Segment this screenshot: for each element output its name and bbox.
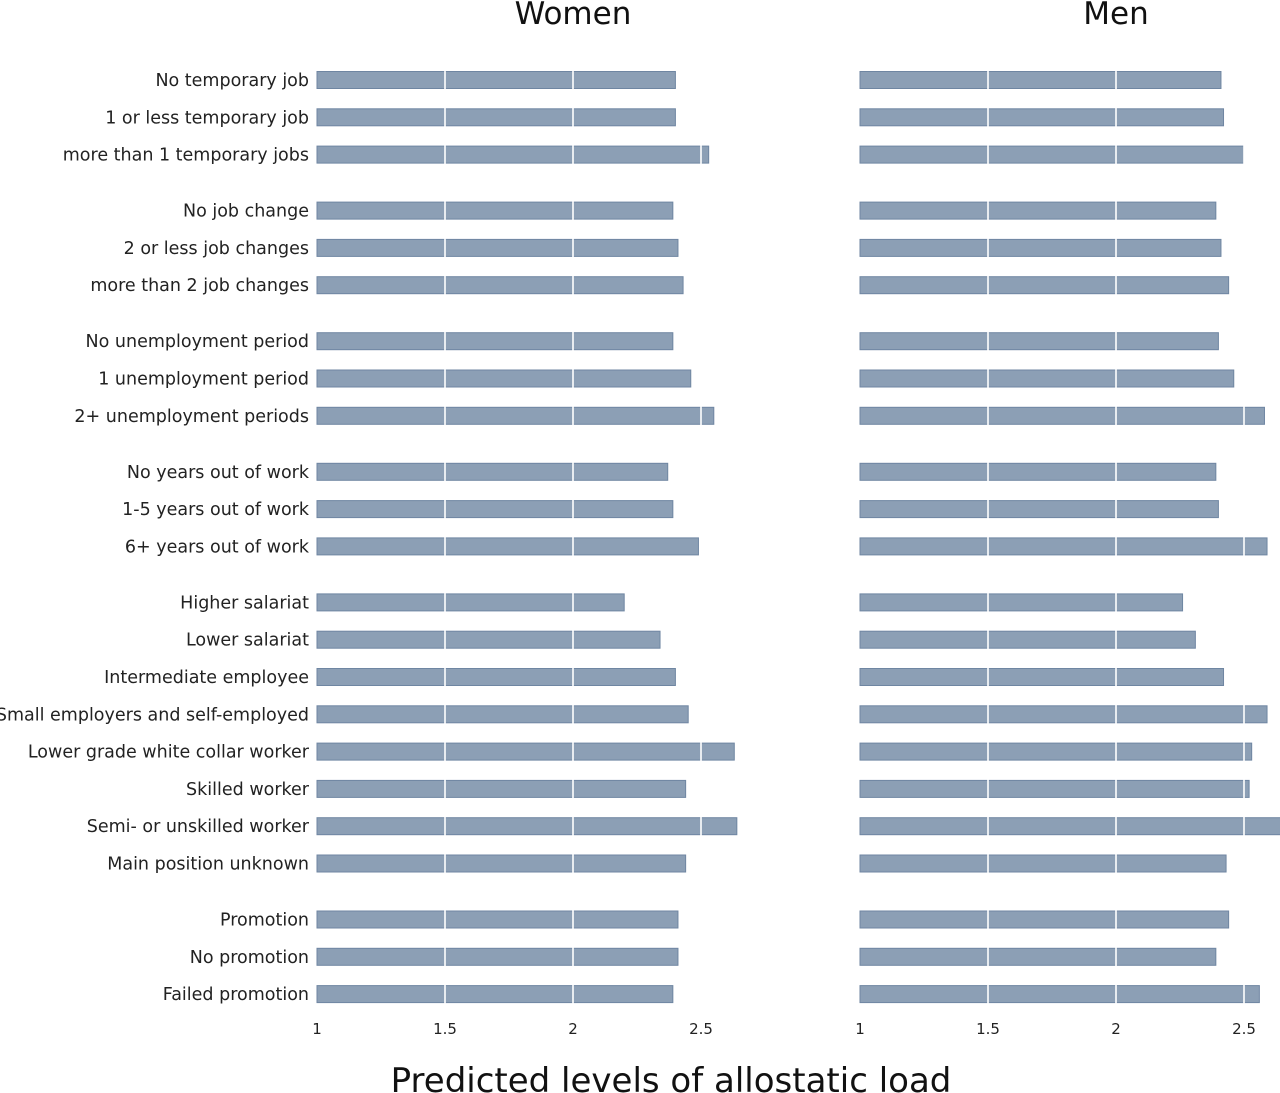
row-label: more than 2 job changes (90, 276, 309, 296)
row-label: 2 or less job changes (124, 239, 309, 259)
women-bar (316, 108, 676, 127)
women-x-ticks: 1 1.5 2 2.5 (312, 1020, 713, 1038)
men-bar (859, 108, 1225, 127)
row-label: 1-5 years out of work (122, 500, 310, 520)
men-panel: Men 1 1.5 2 2.5 (855, 0, 1280, 1038)
women-bar (316, 779, 687, 798)
women-tick-label: 2 (568, 1020, 578, 1038)
women-bar (316, 817, 738, 836)
women-tick-label: 2.5 (689, 1020, 713, 1038)
row-label: Small employers and self-employed (0, 705, 309, 725)
women-panel: Women 1 1.5 2 2.5 (312, 0, 738, 1038)
women-bar (316, 742, 735, 761)
women-gridlines (444, 69, 702, 1005)
men-gridlines (987, 69, 1245, 1005)
row-label: Higher salariat (180, 593, 309, 613)
men-tick-label: 1 (855, 1020, 865, 1038)
women-bar (316, 947, 679, 966)
row-labels: No temporary job 1 or less temporary job m… (0, 71, 310, 1005)
men-tick-label: 1.5 (976, 1020, 1000, 1038)
women-bar (316, 630, 661, 649)
women-bar (316, 854, 687, 873)
men-bar (859, 238, 1222, 257)
women-bar (316, 910, 679, 929)
men-bar (859, 630, 1196, 649)
men-bar (859, 462, 1217, 481)
men-bar (859, 668, 1225, 686)
row-label: 1 or less temporary job (105, 108, 309, 128)
men-tick-label: 2 (1111, 1020, 1121, 1038)
women-bar (316, 71, 676, 89)
row-label: No years out of work (127, 463, 310, 483)
women-bars (316, 71, 738, 1004)
row-label: 1 unemployment period (98, 370, 309, 390)
women-bar (316, 276, 684, 295)
women-bar (316, 985, 674, 1004)
men-bar (859, 145, 1245, 164)
row-label: Failed promotion (163, 985, 309, 1005)
women-bar (316, 406, 715, 425)
row-label: No unemployment period (86, 332, 309, 352)
men-bar (859, 332, 1219, 351)
men-bars (859, 71, 1280, 1004)
men-bar (859, 369, 1235, 388)
men-bar (859, 705, 1268, 724)
women-bar (316, 668, 676, 686)
row-label: more than 1 temporary jobs (63, 146, 309, 166)
men-bar (859, 276, 1230, 295)
men-bar (859, 910, 1230, 929)
women-bar (316, 593, 625, 612)
men-bar (859, 779, 1250, 798)
women-bar (316, 201, 674, 220)
women-bar (316, 238, 679, 257)
men-bar (859, 854, 1227, 873)
women-bar (316, 705, 689, 724)
women-bar (316, 332, 674, 351)
men-bar (859, 71, 1222, 89)
men-bar (859, 537, 1268, 556)
men-x-ticks: 1 1.5 2 2.5 (855, 1020, 1256, 1038)
women-tick-label: 1 (312, 1020, 322, 1038)
men-bar (859, 201, 1217, 220)
x-axis-label: Predicted levels of allostatic load (391, 1061, 952, 1093)
row-label: 6+ years out of work (125, 537, 310, 557)
row-label: No temporary job (155, 71, 309, 91)
row-label: Intermediate employee (104, 668, 309, 688)
men-bar (859, 500, 1219, 519)
men-tick-label: 2.5 (1232, 1020, 1256, 1038)
row-label: Lower salariat (186, 631, 309, 651)
women-bar (316, 145, 710, 164)
women-panel-title: Women (515, 0, 632, 32)
men-bar (859, 947, 1217, 966)
women-bar (316, 462, 669, 481)
men-panel-title: Men (1083, 0, 1148, 32)
men-bar (859, 742, 1253, 761)
row-label: Main position unknown (107, 855, 309, 875)
men-bar (859, 593, 1184, 612)
row-label: Semi- or unskilled worker (87, 817, 310, 837)
women-bar (316, 537, 699, 556)
row-label: Promotion (220, 911, 309, 931)
women-bar (316, 369, 692, 388)
row-label: 2+ unemployment periods (74, 407, 309, 427)
men-bar (859, 406, 1265, 425)
row-label: No job change (183, 202, 309, 222)
women-bar (316, 500, 674, 519)
men-bar (859, 817, 1280, 836)
women-tick-label: 1.5 (433, 1020, 457, 1038)
row-label: No promotion (190, 948, 309, 968)
men-bar (859, 985, 1260, 1004)
row-label: Lower grade white collar worker (28, 743, 310, 763)
row-label: Skilled worker (186, 780, 310, 800)
